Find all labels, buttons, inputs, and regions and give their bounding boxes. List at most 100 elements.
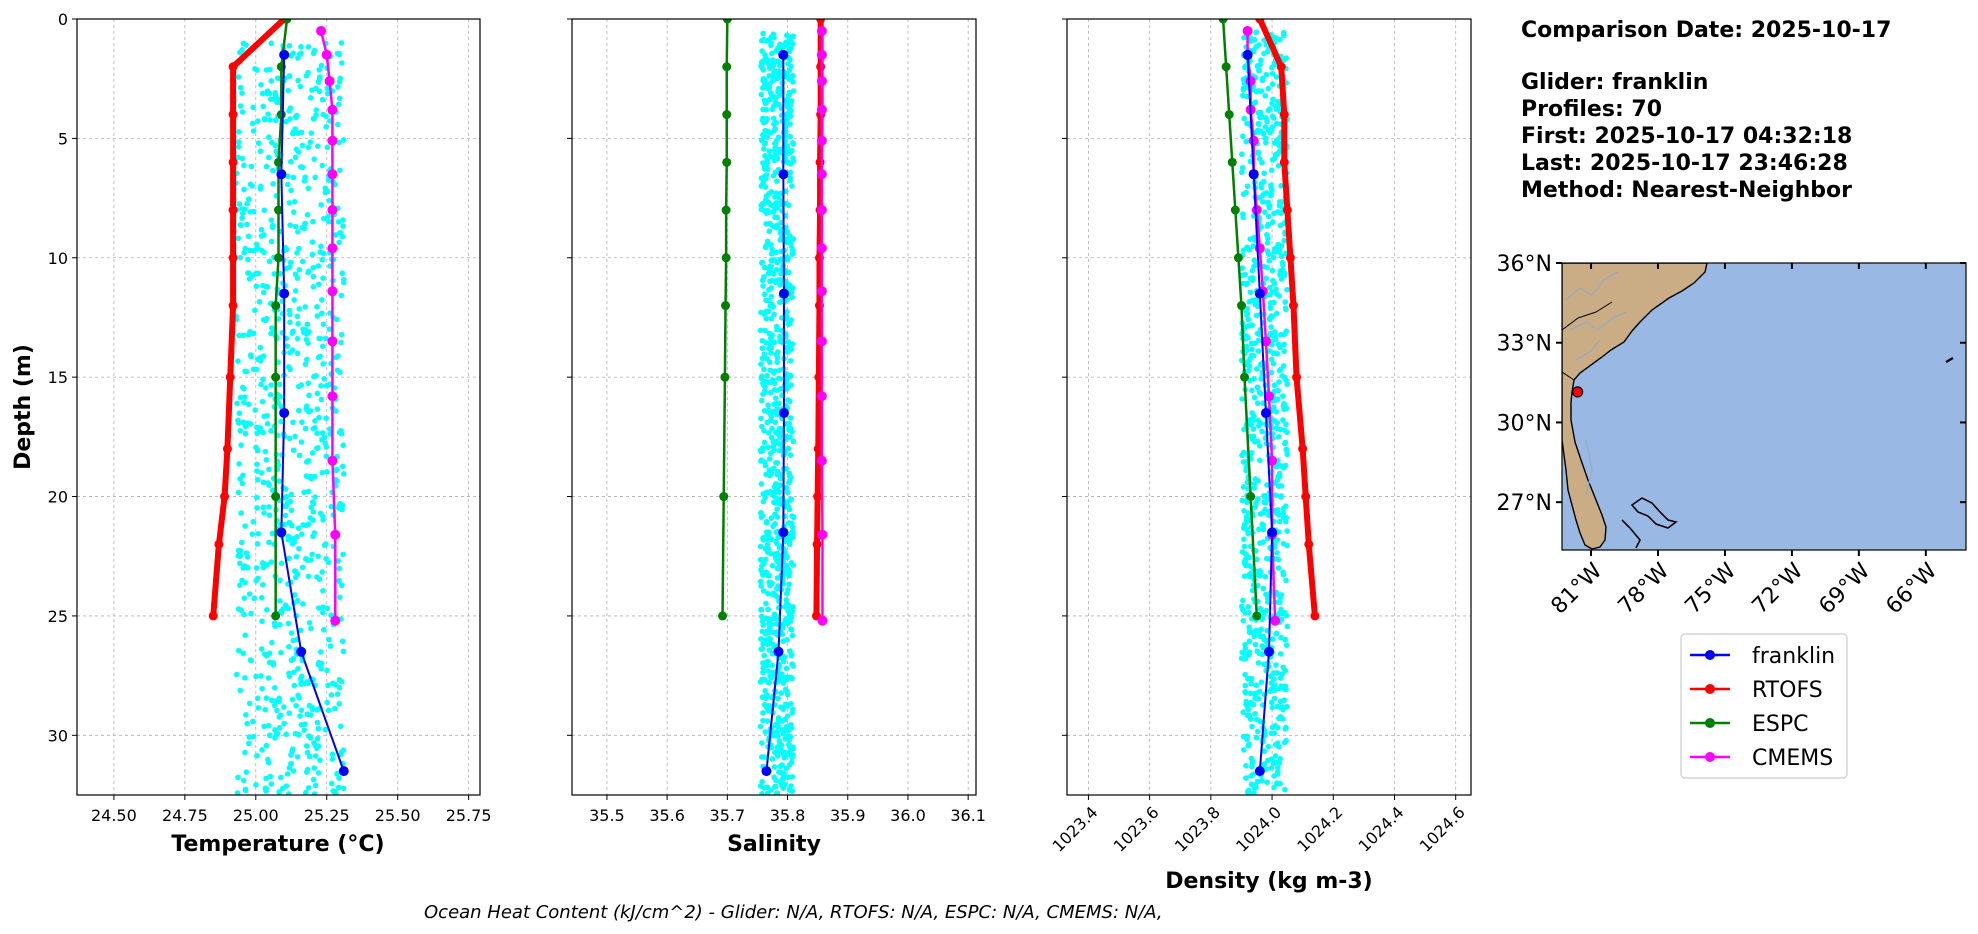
glider-scatter-point [773,791,779,795]
glider-scatter-point [790,562,797,568]
glider-scatter-point [1257,61,1263,68]
glider-scatter-point [789,706,796,713]
series-point-rtofs [813,492,823,502]
glider-scatter-point [767,263,773,270]
glider-scatter-point [1247,628,1254,635]
glider-scatter-point [762,184,769,190]
glider-scatter-point [1264,482,1270,488]
series-point-franklin [1264,646,1274,657]
glider-scatter-point [283,605,290,611]
info-first: First: 2025-10-17 04:32:18 [1521,124,1852,149]
glider-scatter-point [780,625,786,631]
glider-scatter-point [235,489,242,496]
glider-scatter-point [279,785,286,792]
glider-scatter-point [336,684,343,691]
glider-scatter-point [1259,651,1266,658]
glider-scatter-point [1280,572,1287,578]
glider-scatter-point [1245,316,1252,323]
glider-scatter-point [323,415,329,422]
glider-scatter-point [320,250,327,257]
glider-scatter-point [768,515,775,521]
map-river [1585,439,1593,496]
y-tick-label: 5 [58,129,68,148]
series-point-rtofs [220,492,230,502]
temperature-panel: 24.50 24.75 25.00 25.25 25.50 25.75 0 5 10 15 20 2… [11,10,492,857]
glider-scatter-point [276,478,282,484]
glider-scatter-point [778,426,784,432]
series-point-espc [271,301,281,311]
glider-scatter-point [246,734,253,740]
glider-scatter-point [321,434,328,441]
glider-scatter-point [248,163,255,170]
glider-scatter-point [1276,199,1283,205]
series-point-franklin [338,766,349,777]
glider-scatter-point [324,85,331,92]
glider-scatter-point [759,618,766,624]
glider-scatter-point [271,702,278,709]
glider-scatter-point [769,562,776,569]
glider-scatter-point [314,574,320,580]
glider-scatter-point [773,351,780,358]
glider-scatter-point [1258,181,1265,187]
glider-scatter-point [762,754,768,760]
glider-scatter-point [245,401,252,408]
series-point-franklin [1254,288,1265,299]
glider-scatter-point [761,58,767,64]
series-point-rtofs [228,62,238,72]
glider-scatter-point [340,551,346,558]
glider-scatter-point [763,308,769,315]
glider-scatter-point [1275,162,1282,169]
glider-scatter-point [292,574,299,581]
glider-scatter-point [789,520,795,527]
glider-scatter-point [239,109,246,115]
glider-scatter-point [240,650,246,657]
glider-scatter-point [337,723,344,730]
glider-scatter-point [276,381,283,388]
glider-scatter-point [1257,114,1263,121]
glider-scatter-point [1281,406,1287,413]
glider-scatter-point [262,706,268,713]
glider-scatter-point [774,326,780,333]
glider-scatter-point [325,707,332,714]
glider-scatter-point [1256,526,1262,533]
series-point-franklin [778,407,789,418]
glider-scatter-point [1256,443,1263,449]
glider-scatter-point [290,174,297,181]
glider-scatter-point [330,788,336,794]
glider-scatter-point [315,553,321,560]
glider-scatter-point [786,581,792,588]
glider-scatter-point [789,251,796,258]
glider-scatter-point [1266,284,1273,291]
series-point-espc [1227,157,1237,167]
glider-scatter-point [338,292,345,299]
series-point-rtofs [228,253,238,263]
glider-scatter-point [776,367,783,373]
glider-scatter-point [297,83,304,90]
glider-scatter-point [1271,281,1277,287]
glider-scatter-point [777,704,784,711]
glider-scatter-point [260,504,267,511]
glider-scatter-point [1274,537,1281,543]
glider-scatter-point [1284,286,1290,293]
glider-scatter-point [239,90,245,96]
glider-scatter-point [1271,155,1278,162]
glider-scatter-point [292,223,299,230]
glider-scatter-point [1248,433,1254,440]
glider-scatter-point [766,73,772,79]
glider-scatter-point [787,452,794,458]
glider-scatter-point [326,218,332,225]
glider-scatter-point [336,565,343,572]
glider-scatter-point [311,373,317,380]
glider-scatter-point [309,551,315,558]
glider-scatter-point [788,317,795,323]
glider-scatter-point [1241,426,1247,433]
glider-scatter-point [1273,310,1280,317]
glider-scatter-point [1247,289,1254,296]
temperature-y-ticks: 0 5 10 15 20 25 30 [48,10,77,745]
glider-scatter-point [771,339,778,346]
glider-scatter-point [314,143,321,149]
glider-scatter-point [1248,755,1255,762]
glider-scatter-point [787,233,793,239]
glider-scatter-point [1245,742,1252,749]
glider-scatter-point [1277,599,1283,605]
